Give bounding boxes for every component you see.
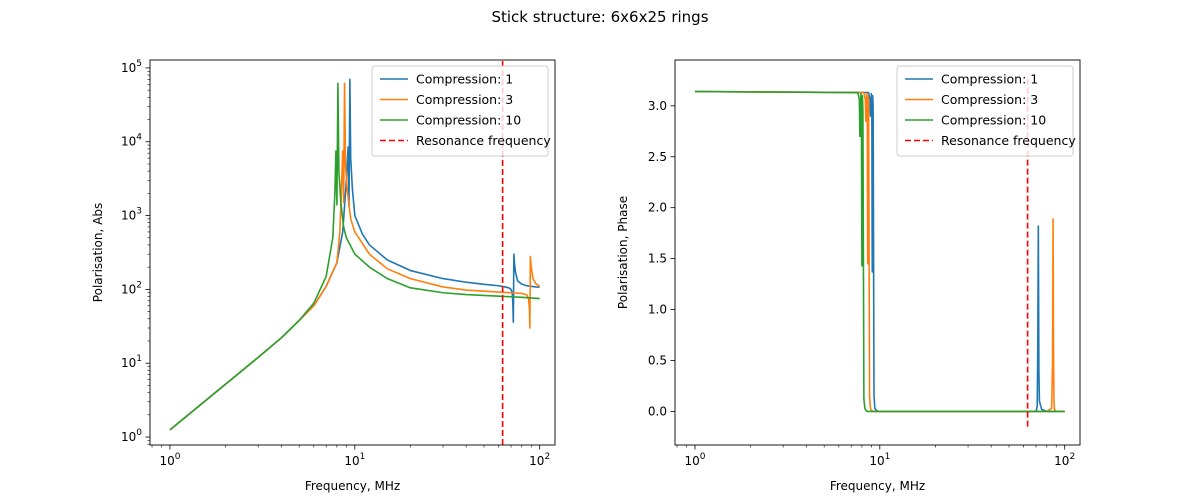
chart1-x-axis-label: Frequency, MHz [305, 479, 400, 493]
chart2-plot-area [694, 75, 1065, 427]
chart2-y-tick-label: 0.0 [648, 404, 667, 418]
chart1-legend: Compression: 1 Compression: 3 Compression:… [371, 65, 551, 157]
chart2-legend-box [896, 65, 1074, 157]
chart1-series-3-line [169, 82, 540, 431]
chart1-legend-box [371, 65, 549, 157]
chart1-y-tick-label: 105 [121, 59, 142, 75]
chart2-legend-label-4: Resonance frequency [941, 133, 1076, 148]
chart2-y-tick-label: 2.5 [648, 150, 667, 164]
chart1-axes: 100 101 102 100 101 102 103 104 105 Frequency, MH… [91, 59, 556, 493]
chart1-series-2-line [169, 82, 541, 431]
chart2-y-tick-label: 0.5 [648, 353, 667, 367]
chart2-legend-label-1: Compression: 1 [941, 72, 1038, 87]
chart2-legend: Compression: 1 Compression: 3 Compression:… [896, 65, 1076, 157]
chart2-series-3-line [694, 90, 1065, 413]
chart2-frame [674, 59, 1081, 446]
chart2-x-tick-label: 101 [869, 452, 890, 468]
chart2-axes: 100 101 102 0.0 0.5 1.0 1.5 2.0 2.5 3.0 Frequency,… [616, 59, 1081, 493]
chart1-x-tick-label: 101 [344, 452, 365, 468]
chart1-y-axis-label: Polarisation, Abs [91, 203, 105, 302]
chart1-x-tick-label: 102 [529, 452, 550, 468]
chart2-x-tick-label: 100 [684, 452, 705, 468]
chart2-y-axis-label: Polarisation, Phase [616, 196, 630, 309]
chart2-legend-label-3: Compression: 10 [941, 113, 1046, 128]
chart2-x-axis-label: Frequency, MHz [830, 479, 925, 493]
chart1-y-tick-label: 103 [121, 207, 142, 223]
chart1-legend-label-1: Compression: 1 [416, 72, 513, 87]
chart1-y-tick-label: 104 [121, 133, 142, 149]
chart2-y-tick-label: 3.0 [648, 99, 667, 113]
chart2-y-tick-label: 1.0 [648, 303, 667, 317]
chart1-y-tick-label: 102 [121, 280, 142, 296]
chart2-legend-label-2: Compression: 3 [941, 92, 1038, 107]
figure-title: Stick structure: 6x6x25 rings [491, 8, 708, 26]
chart1-y-tick-label: 100 [121, 428, 142, 444]
chart1-frame [149, 59, 556, 446]
chart2-x-tick-label: 102 [1054, 452, 1075, 468]
chart1-x-tick-label: 100 [159, 452, 180, 468]
chart2-y-tick-label: 2.0 [648, 201, 667, 215]
chart2-y-tick-label: 1.5 [648, 252, 667, 266]
chart1-legend-label-4: Resonance frequency [416, 133, 551, 148]
chart1-y-tick-label: 101 [121, 354, 142, 370]
chart1-legend-label-2: Compression: 3 [416, 92, 513, 107]
chart1-legend-label-3: Compression: 10 [416, 113, 521, 128]
